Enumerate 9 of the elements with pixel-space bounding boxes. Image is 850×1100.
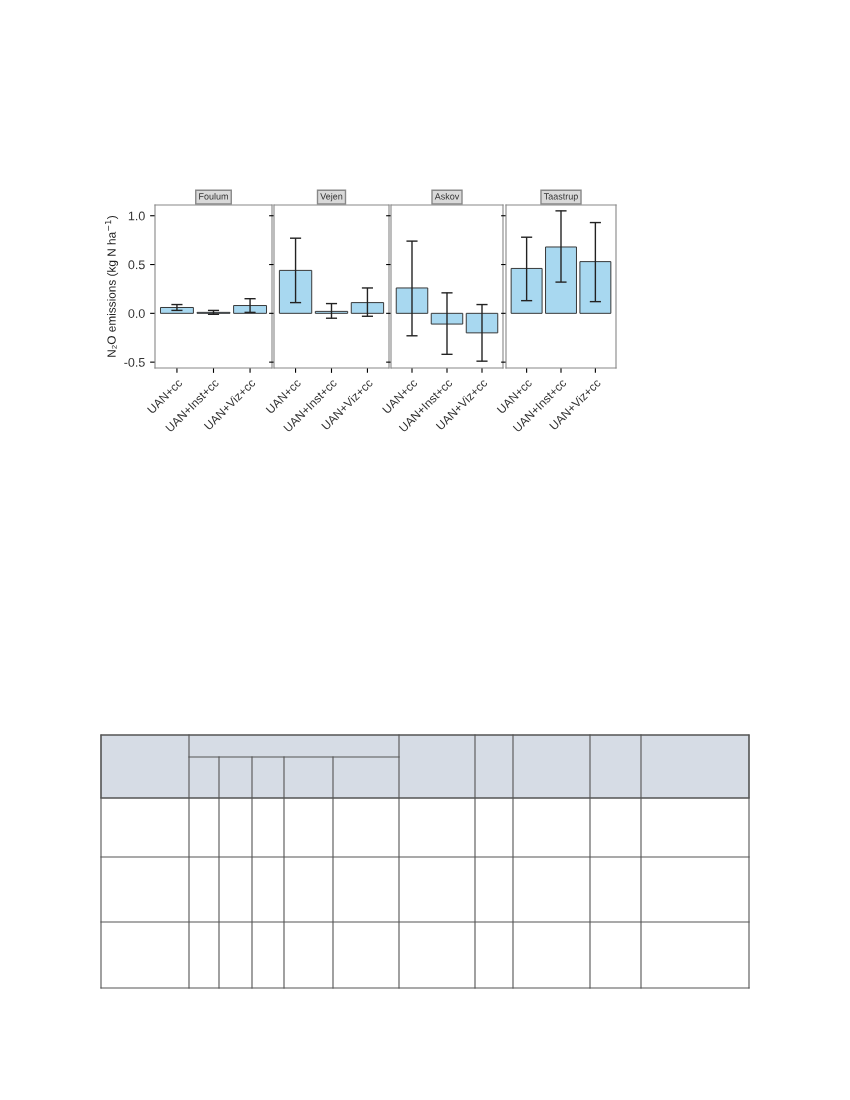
chart-title: Foulum	[199, 192, 228, 200]
y-tick-label: 0.5	[128, 260, 145, 270]
y-tick-label: -0.5	[124, 357, 145, 367]
chart-title: Taastrup	[543, 193, 578, 202]
y-axis-title: N₂O emissions (kg N ha$^{−1}$)	[105, 216, 119, 357]
y-tick-label: 0.0	[128, 309, 145, 318]
chart-title: Vejen	[320, 192, 343, 202]
chart-title: Askov	[434, 192, 460, 200]
y-tick-label: 1.0	[128, 211, 145, 221]
